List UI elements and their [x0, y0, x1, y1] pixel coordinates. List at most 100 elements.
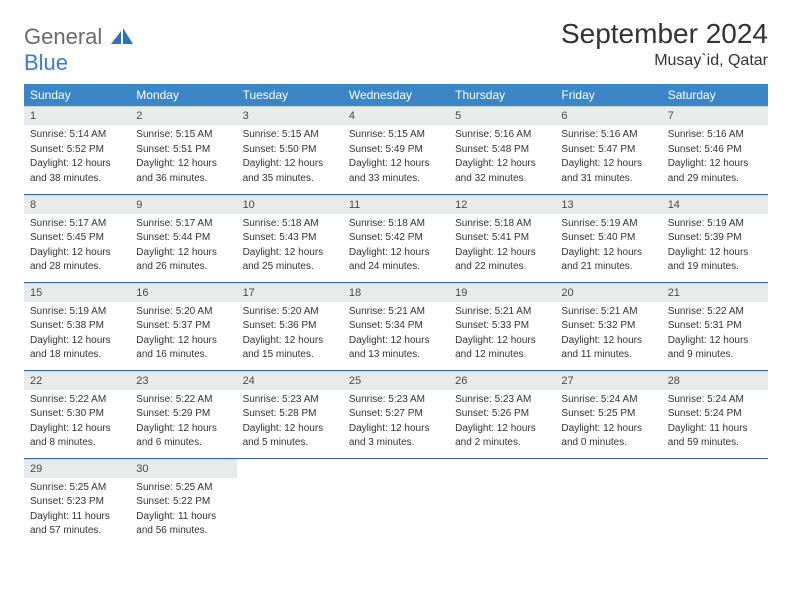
daylight-text-2: and 56 minutes.: [136, 524, 230, 538]
daylight-text-2: and 24 minutes.: [349, 260, 443, 274]
daylight-text-2: and 0 minutes.: [561, 436, 655, 450]
sunrise-text: Sunrise: 5:24 AM: [561, 393, 655, 407]
sunrise-text: Sunrise: 5:15 AM: [349, 128, 443, 142]
daylight-text-2: and 59 minutes.: [668, 436, 762, 450]
sunset-text: Sunset: 5:49 PM: [349, 143, 443, 157]
day-number: 1: [24, 106, 130, 125]
daylight-text-1: Daylight: 12 hours: [30, 422, 124, 436]
calendar-day-cell: 11Sunrise: 5:18 AMSunset: 5:42 PMDayligh…: [343, 194, 449, 282]
sunset-text: Sunset: 5:33 PM: [455, 319, 549, 333]
day-number: 2: [130, 106, 236, 125]
day-sun-data: Sunrise: 5:15 AMSunset: 5:51 PMDaylight:…: [130, 125, 236, 192]
daylight-text-2: and 8 minutes.: [30, 436, 124, 450]
day-number: 13: [555, 195, 661, 214]
sunset-text: Sunset: 5:46 PM: [668, 143, 762, 157]
sunrise-text: Sunrise: 5:18 AM: [455, 217, 549, 231]
sunrise-text: Sunrise: 5:21 AM: [455, 305, 549, 319]
calendar-day-cell: 7Sunrise: 5:16 AMSunset: 5:46 PMDaylight…: [662, 106, 768, 194]
daylight-text-2: and 19 minutes.: [668, 260, 762, 274]
daylight-text-2: and 22 minutes.: [455, 260, 549, 274]
calendar-week-row: 29Sunrise: 5:25 AMSunset: 5:23 PMDayligh…: [24, 458, 768, 546]
sunrise-text: Sunrise: 5:17 AM: [136, 217, 230, 231]
sunrise-text: Sunrise: 5:18 AM: [349, 217, 443, 231]
day-sun-data: Sunrise: 5:24 AMSunset: 5:24 PMDaylight:…: [662, 390, 768, 457]
day-sun-data: Sunrise: 5:19 AMSunset: 5:39 PMDaylight:…: [662, 214, 768, 281]
sunset-text: Sunset: 5:47 PM: [561, 143, 655, 157]
daylight-text-2: and 36 minutes.: [136, 172, 230, 186]
day-number: 29: [24, 459, 130, 478]
day-number: 20: [555, 283, 661, 302]
brand-logo: General Blue: [24, 18, 133, 76]
daylight-text-1: Daylight: 12 hours: [349, 334, 443, 348]
day-number: 24: [237, 371, 343, 390]
day-number: 11: [343, 195, 449, 214]
weekday-header: Saturday: [662, 84, 768, 106]
calendar-day-cell: 8Sunrise: 5:17 AMSunset: 5:45 PMDaylight…: [24, 194, 130, 282]
day-sun-data: Sunrise: 5:22 AMSunset: 5:29 PMDaylight:…: [130, 390, 236, 457]
day-number: 3: [237, 106, 343, 125]
day-sun-data: Sunrise: 5:24 AMSunset: 5:25 PMDaylight:…: [555, 390, 661, 457]
sunset-text: Sunset: 5:50 PM: [243, 143, 337, 157]
day-sun-data: Sunrise: 5:22 AMSunset: 5:30 PMDaylight:…: [24, 390, 130, 457]
calendar-day-cell: 17Sunrise: 5:20 AMSunset: 5:36 PMDayligh…: [237, 282, 343, 370]
sunrise-text: Sunrise: 5:25 AM: [30, 481, 124, 495]
calendar-day-cell: 27Sunrise: 5:24 AMSunset: 5:25 PMDayligh…: [555, 370, 661, 458]
sunrise-text: Sunrise: 5:25 AM: [136, 481, 230, 495]
daylight-text-2: and 29 minutes.: [668, 172, 762, 186]
day-number: 18: [343, 283, 449, 302]
daylight-text-1: Daylight: 12 hours: [561, 422, 655, 436]
daylight-text-1: Daylight: 11 hours: [30, 510, 124, 524]
day-number: 4: [343, 106, 449, 125]
sunset-text: Sunset: 5:30 PM: [30, 407, 124, 421]
calendar-page: General Blue September 2024 Musay`id, Qa…: [0, 0, 792, 564]
sunset-text: Sunset: 5:38 PM: [30, 319, 124, 333]
day-number: 14: [662, 195, 768, 214]
daylight-text-1: Daylight: 12 hours: [455, 334, 549, 348]
calendar-day-cell: 14Sunrise: 5:19 AMSunset: 5:39 PMDayligh…: [662, 194, 768, 282]
day-sun-data: Sunrise: 5:22 AMSunset: 5:31 PMDaylight:…: [662, 302, 768, 369]
calendar-day-cell: 2Sunrise: 5:15 AMSunset: 5:51 PMDaylight…: [130, 106, 236, 194]
sunrise-text: Sunrise: 5:15 AM: [243, 128, 337, 142]
day-sun-data: Sunrise: 5:18 AMSunset: 5:42 PMDaylight:…: [343, 214, 449, 281]
sunset-text: Sunset: 5:23 PM: [30, 495, 124, 509]
daylight-text-1: Daylight: 12 hours: [349, 422, 443, 436]
day-sun-data: Sunrise: 5:14 AMSunset: 5:52 PMDaylight:…: [24, 125, 130, 192]
day-number: 9: [130, 195, 236, 214]
daylight-text-1: Daylight: 12 hours: [30, 334, 124, 348]
calendar-day-cell: ..: [662, 458, 768, 546]
day-number: 12: [449, 195, 555, 214]
calendar-day-cell: ..: [343, 458, 449, 546]
brand-text-1: General: [24, 24, 102, 49]
sunset-text: Sunset: 5:29 PM: [136, 407, 230, 421]
daylight-text-2: and 18 minutes.: [30, 348, 124, 362]
day-sun-data: Sunrise: 5:15 AMSunset: 5:50 PMDaylight:…: [237, 125, 343, 192]
day-sun-data: Sunrise: 5:21 AMSunset: 5:32 PMDaylight:…: [555, 302, 661, 369]
day-sun-data: Sunrise: 5:23 AMSunset: 5:28 PMDaylight:…: [237, 390, 343, 457]
brand-text-2: Blue: [24, 50, 68, 75]
daylight-text-2: and 5 minutes.: [243, 436, 337, 450]
sunset-text: Sunset: 5:31 PM: [668, 319, 762, 333]
sunset-text: Sunset: 5:42 PM: [349, 231, 443, 245]
sunrise-text: Sunrise: 5:15 AM: [136, 128, 230, 142]
calendar-day-cell: 10Sunrise: 5:18 AMSunset: 5:43 PMDayligh…: [237, 194, 343, 282]
day-number: 27: [555, 371, 661, 390]
sunrise-text: Sunrise: 5:20 AM: [136, 305, 230, 319]
sunset-text: Sunset: 5:26 PM: [455, 407, 549, 421]
daylight-text-1: Daylight: 12 hours: [30, 157, 124, 171]
calendar-week-row: 8Sunrise: 5:17 AMSunset: 5:45 PMDaylight…: [24, 194, 768, 282]
daylight-text-1: Daylight: 12 hours: [349, 246, 443, 260]
sunset-text: Sunset: 5:25 PM: [561, 407, 655, 421]
sunset-text: Sunset: 5:48 PM: [455, 143, 549, 157]
daylight-text-2: and 26 minutes.: [136, 260, 230, 274]
daylight-text-1: Daylight: 12 hours: [668, 246, 762, 260]
sunrise-text: Sunrise: 5:16 AM: [668, 128, 762, 142]
daylight-text-2: and 32 minutes.: [455, 172, 549, 186]
day-sun-data: Sunrise: 5:20 AMSunset: 5:37 PMDaylight:…: [130, 302, 236, 369]
calendar-day-cell: 4Sunrise: 5:15 AMSunset: 5:49 PMDaylight…: [343, 106, 449, 194]
calendar-day-cell: 13Sunrise: 5:19 AMSunset: 5:40 PMDayligh…: [555, 194, 661, 282]
daylight-text-1: Daylight: 12 hours: [561, 157, 655, 171]
day-number: 30: [130, 459, 236, 478]
day-number: 15: [24, 283, 130, 302]
sunset-text: Sunset: 5:28 PM: [243, 407, 337, 421]
calendar-day-cell: 20Sunrise: 5:21 AMSunset: 5:32 PMDayligh…: [555, 282, 661, 370]
